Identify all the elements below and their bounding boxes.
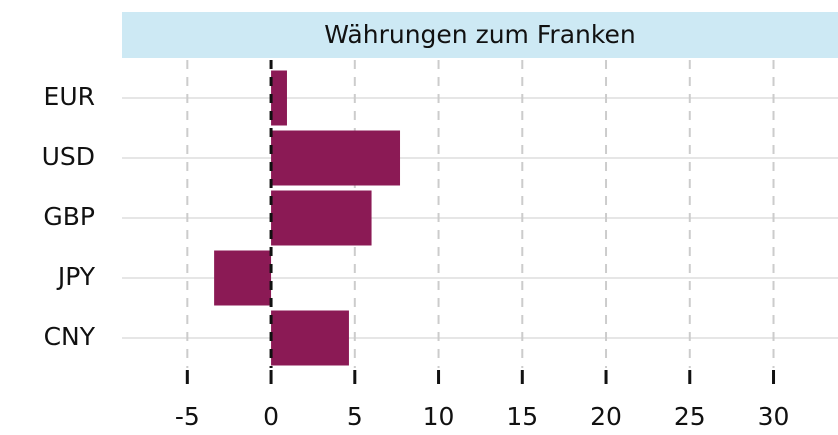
y-tick-label: JPY — [56, 262, 96, 291]
x-tick-label: 15 — [506, 402, 538, 431]
y-tick-label: USD — [42, 142, 95, 171]
bar — [271, 310, 349, 366]
title-strip — [122, 12, 838, 58]
y-tick-label: EUR — [44, 82, 95, 111]
x-tick-label: 10 — [423, 402, 455, 431]
y-tick-label: GBP — [43, 202, 95, 231]
bar — [271, 190, 372, 246]
x-tick-label: -5 — [175, 402, 200, 431]
x-tick-label: 0 — [263, 402, 279, 431]
x-tick-label: 30 — [758, 402, 790, 431]
bar — [214, 250, 272, 306]
x-tick-label: 5 — [347, 402, 363, 431]
x-tick-label: 20 — [590, 402, 622, 431]
chart-title: Währungen zum Franken — [324, 20, 635, 49]
bar — [271, 70, 287, 126]
x-tick-label: 25 — [674, 402, 706, 431]
y-tick-label: CNY — [44, 322, 96, 351]
bar — [271, 130, 401, 186]
